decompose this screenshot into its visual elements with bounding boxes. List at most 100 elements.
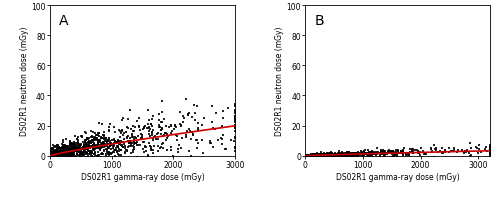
Point — [322, 154, 330, 157]
Point — [438, 151, 446, 154]
Point — [95, 140, 103, 143]
Point — [146, 134, 154, 137]
Point — [71, 156, 79, 159]
Point — [381, 152, 389, 155]
Point — [94, 138, 102, 142]
Point — [74, 139, 82, 142]
Point — [95, 154, 103, 157]
Point — [72, 145, 80, 148]
Point — [310, 153, 318, 156]
Point — [122, 136, 130, 140]
Point — [323, 154, 331, 157]
Point — [486, 151, 494, 154]
Point — [372, 152, 380, 155]
Point — [99, 136, 107, 140]
Point — [50, 154, 58, 157]
Point — [486, 149, 494, 152]
Point — [324, 153, 332, 156]
Point — [208, 142, 216, 145]
Point — [62, 144, 70, 147]
Point — [358, 151, 366, 155]
Point — [76, 152, 84, 156]
Point — [70, 149, 78, 152]
Point — [177, 147, 185, 150]
Point — [74, 138, 82, 141]
Point — [52, 153, 60, 156]
Point — [74, 141, 82, 145]
Point — [68, 147, 76, 151]
Point — [52, 154, 60, 157]
Point — [310, 153, 318, 156]
Point — [83, 159, 91, 162]
Point — [68, 147, 76, 151]
Point — [475, 148, 483, 151]
Point — [80, 148, 88, 151]
Point — [326, 152, 334, 155]
Point — [48, 156, 56, 159]
Point — [65, 152, 73, 155]
Point — [368, 149, 376, 152]
Point — [135, 125, 143, 128]
Point — [380, 152, 388, 155]
Point — [48, 154, 56, 158]
Point — [486, 147, 494, 150]
Point — [84, 141, 92, 144]
Point — [130, 139, 138, 143]
Point — [390, 154, 398, 157]
Point — [150, 156, 158, 159]
Point — [124, 142, 132, 145]
Point — [66, 147, 74, 150]
Point — [377, 150, 385, 153]
Point — [70, 147, 78, 151]
Point — [172, 126, 180, 129]
Point — [194, 129, 202, 132]
Point — [64, 157, 72, 160]
Point — [113, 141, 121, 144]
Point — [48, 157, 56, 160]
Point — [486, 148, 494, 151]
Point — [344, 152, 352, 155]
Point — [112, 140, 120, 143]
Point — [82, 147, 90, 150]
Point — [91, 132, 99, 135]
Point — [313, 154, 321, 157]
Point — [56, 148, 64, 151]
Point — [336, 150, 344, 153]
Point — [345, 151, 353, 154]
Point — [136, 144, 144, 147]
Point — [382, 151, 390, 154]
Point — [304, 155, 312, 158]
Point — [194, 127, 202, 130]
Point — [86, 159, 94, 162]
Point — [52, 152, 60, 155]
Point — [231, 118, 239, 121]
Point — [315, 155, 323, 158]
Point — [54, 145, 62, 148]
Point — [48, 148, 56, 151]
Point — [72, 150, 80, 153]
Point — [159, 147, 167, 150]
Point — [82, 144, 90, 147]
Point — [460, 151, 468, 154]
Point — [353, 153, 361, 156]
Point — [330, 153, 338, 156]
Point — [55, 151, 63, 154]
Point — [150, 136, 158, 139]
Point — [454, 150, 462, 154]
Point — [69, 151, 77, 154]
Point — [165, 125, 173, 129]
Point — [76, 144, 84, 148]
Point — [128, 142, 136, 145]
Point — [76, 146, 84, 149]
Point — [90, 158, 98, 161]
Point — [117, 149, 125, 152]
Point — [304, 154, 312, 157]
Point — [66, 150, 74, 153]
Point — [432, 148, 440, 152]
Point — [90, 147, 98, 151]
Point — [52, 154, 60, 157]
Point — [348, 153, 356, 157]
Point — [194, 139, 202, 142]
Point — [50, 156, 58, 159]
Point — [344, 151, 352, 155]
